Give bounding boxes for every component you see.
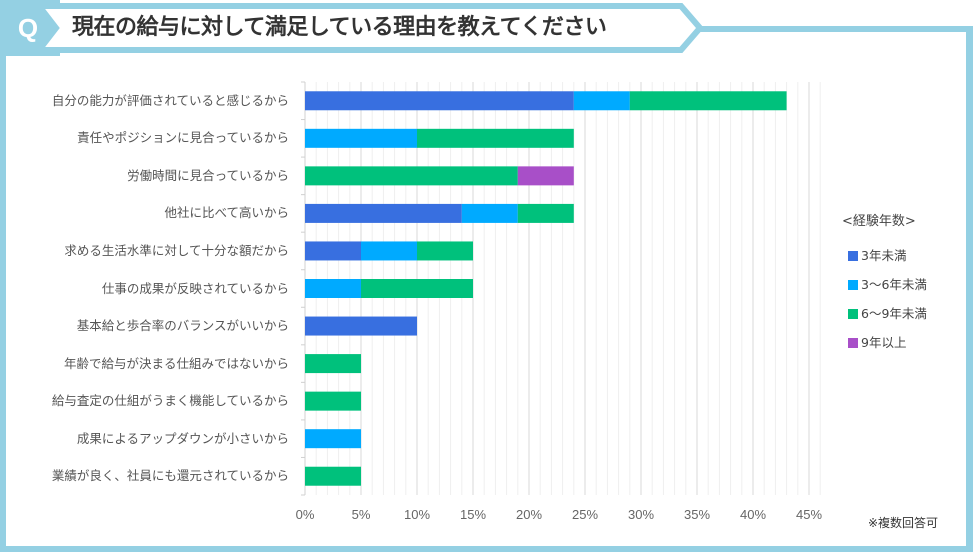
- page-title: 現在の給与に対して満足している理由を教えてください: [72, 15, 607, 40]
- category-label: 他社に比べて高いから: [164, 205, 289, 221]
- frame-left-border: [0, 0, 6, 552]
- category-label: 責任やポジションに見合っているから: [77, 130, 289, 146]
- legend-label: 3〜6年未満: [861, 277, 927, 292]
- x-tick-label: 35%: [683, 507, 711, 522]
- category-label: 求める生活水準に対して十分な額だから: [64, 242, 289, 258]
- bar-segment: [361, 279, 473, 298]
- bar-segment: [517, 203, 574, 223]
- bar-segment: [417, 241, 473, 261]
- category-label: 成果によるアップダウンが小さいから: [76, 430, 289, 446]
- x-tick-label: 30%: [627, 507, 655, 522]
- x-tick-label: 10%: [403, 507, 431, 522]
- x-tick-label: 25%: [571, 507, 599, 522]
- bar-segment: [629, 91, 787, 111]
- legend-swatch: [848, 309, 858, 319]
- x-tick-label: 20%: [515, 507, 543, 522]
- legend-title: <経験年数>: [842, 214, 916, 229]
- frame-bottom-border: [0, 546, 973, 552]
- bar-segment: [305, 128, 417, 148]
- legend-item: 9年以上: [848, 335, 906, 351]
- legend-label: 3年未満: [861, 248, 907, 263]
- category-label: 業績が良く、社員にも還元されているから: [51, 468, 289, 484]
- category-label: 労働時間に見合っているから: [127, 167, 289, 183]
- bar-segment: [573, 91, 630, 111]
- bar-segment: [361, 241, 417, 261]
- frame-right-border: [966, 28, 973, 552]
- bar-segment: [305, 203, 462, 223]
- x-tick-label: 0%: [295, 507, 315, 522]
- bar-segment: [305, 279, 361, 298]
- legend-item: 3年未満: [848, 248, 906, 264]
- title-banner: [36, 3, 704, 53]
- multiple-answers-note: ※複数回答可: [868, 516, 939, 530]
- category-label: 給与査定の仕組がうまく機能しているから: [51, 393, 289, 409]
- category-label: 自分の能力が評価されていると感じるから: [51, 92, 289, 108]
- bar-segment: [305, 429, 361, 449]
- x-tick-label: 5%: [351, 507, 371, 522]
- bar-segment: [305, 316, 417, 336]
- legend-swatch: [848, 280, 858, 290]
- x-tick-label: 40%: [739, 507, 767, 522]
- legend-item: 6〜9年未満: [848, 306, 927, 322]
- bar-segment: [305, 391, 361, 411]
- x-tick-label: 15%: [459, 507, 487, 522]
- category-label: 仕事の成果が反映されているから: [101, 280, 289, 296]
- header-rule: [690, 26, 973, 32]
- bar-segment: [517, 166, 574, 186]
- bar-segment: [417, 128, 574, 148]
- legend-swatch: [848, 251, 858, 261]
- x-tick-label: 45%: [795, 507, 823, 522]
- question-mark-label: Q: [17, 13, 39, 43]
- category-label: 基本給と歩合率のバランスがいいから: [76, 318, 289, 334]
- legend-label: 6〜9年未満: [861, 306, 927, 321]
- bar-segment: [305, 91, 574, 111]
- bar-segment: [305, 241, 361, 261]
- category-label: 年齢で給与が決まる仕組みではないから: [63, 355, 289, 371]
- legend-item: 3〜6年未満: [848, 277, 927, 293]
- legend-swatch: [848, 338, 858, 348]
- bar-segment: [305, 354, 361, 374]
- legend-label: 9年以上: [861, 335, 907, 350]
- bar-segment: [305, 166, 518, 186]
- bar-segment: [305, 466, 361, 486]
- bar-segment: [461, 203, 518, 223]
